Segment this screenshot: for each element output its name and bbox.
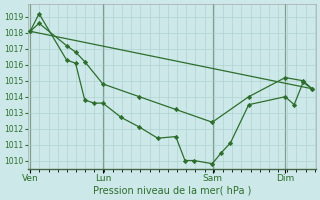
X-axis label: Pression niveau de la mer( hPa ): Pression niveau de la mer( hPa ) bbox=[92, 186, 251, 196]
